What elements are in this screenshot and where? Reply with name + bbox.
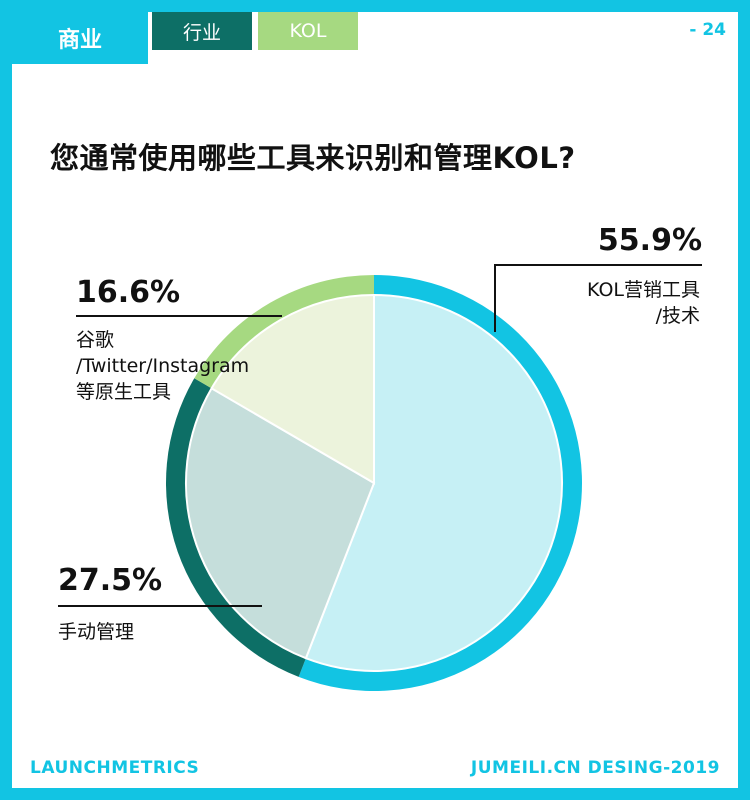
data-label-kol-tools-line1: KOL营销工具 <box>587 279 700 301</box>
data-label-native-tools-line1: 谷歌 <box>76 329 114 351</box>
data-label-native-tools-line3: 等原生工具 <box>76 381 171 403</box>
section-tab-business[interactable]: 商业 <box>12 12 148 64</box>
data-label-native-tools-value: 16.6% <box>76 275 180 310</box>
page-number: - 24 <box>689 20 726 40</box>
chart-title: 您通常使用哪些工具来识别和管理KOL? <box>50 141 576 175</box>
pie-slice-kol-tools <box>304 293 563 672</box>
tab-kol[interactable]: KOL <box>258 12 358 50</box>
leader-line-kol-tools <box>494 264 702 332</box>
data-label-manual-value: 27.5% <box>58 563 162 598</box>
pie-slice-native-tools <box>210 293 375 485</box>
footer-source: LAUNCHMETRICS <box>30 758 200 778</box>
footer-credit: JUMEILI.CN DESING-2019 <box>470 758 720 778</box>
data-label-native-tools-line2: /Twitter/Instagram <box>76 355 249 377</box>
data-label-kol-tools-value: 55.9% <box>598 223 702 258</box>
data-label-manual-line1: 手动管理 <box>58 621 134 643</box>
tab-industry[interactable]: 行业 <box>152 12 252 50</box>
data-label-kol-tools-line2: /技术 <box>656 305 700 327</box>
